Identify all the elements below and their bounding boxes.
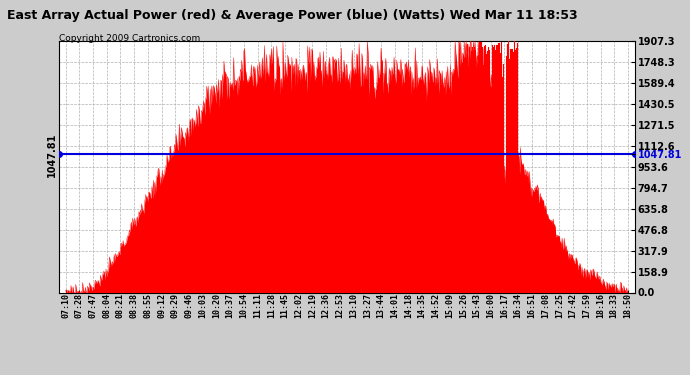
Text: East Array Actual Power (red) & Average Power (blue) (Watts) Wed Mar 11 18:53: East Array Actual Power (red) & Average … bbox=[7, 9, 578, 22]
Text: Copyright 2009 Cartronics.com: Copyright 2009 Cartronics.com bbox=[59, 34, 200, 43]
